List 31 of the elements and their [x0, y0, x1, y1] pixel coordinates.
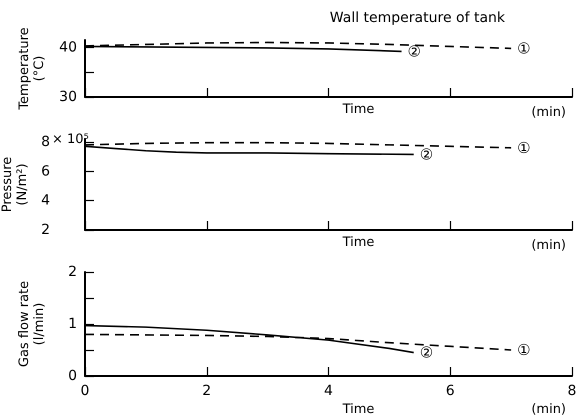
x-tick-label: 4: [324, 383, 334, 399]
y-tick-label: 2: [41, 222, 50, 238]
x-axis-title: Time: [342, 102, 374, 117]
x-axis-title: Time: [342, 235, 374, 250]
y-axis-title: Temperature (°C): [17, 27, 47, 111]
y-tick-label: 6: [41, 163, 50, 180]
x-tick-label: 8: [568, 383, 576, 399]
series-label: ①: [517, 39, 531, 58]
series-label: ②: [420, 145, 434, 164]
text: (min): [531, 402, 566, 417]
y-tick-label: 30: [59, 89, 77, 105]
y-axis-title: Gas flow rate (l/min): [17, 280, 47, 368]
chart-title: Wall temperature of tank: [330, 10, 506, 26]
x-tick-label: 2: [202, 383, 212, 399]
series-label: ②: [408, 42, 422, 60]
x-tick-label: 0: [80, 383, 90, 399]
series-label: ①: [517, 341, 531, 359]
y-tick-label: 1: [68, 316, 77, 332]
y-tick-label: 40: [59, 39, 77, 56]
y-tick-label: 4: [41, 192, 50, 209]
series-label: ②: [420, 344, 434, 362]
x-axis-title: Time: [342, 402, 374, 417]
y-tick-label: 8: [41, 134, 50, 150]
y-tick-label: 0: [68, 368, 77, 384]
text: (min): [531, 105, 566, 120]
series-label: ①: [517, 138, 531, 157]
x-tick-label: 6: [446, 383, 455, 399]
text: (min): [531, 238, 566, 253]
annotation: × 10⁵: [52, 132, 89, 147]
y-axis-title: Pressure (N/m²): [0, 156, 30, 212]
y-tick-label: 2: [68, 264, 77, 280]
